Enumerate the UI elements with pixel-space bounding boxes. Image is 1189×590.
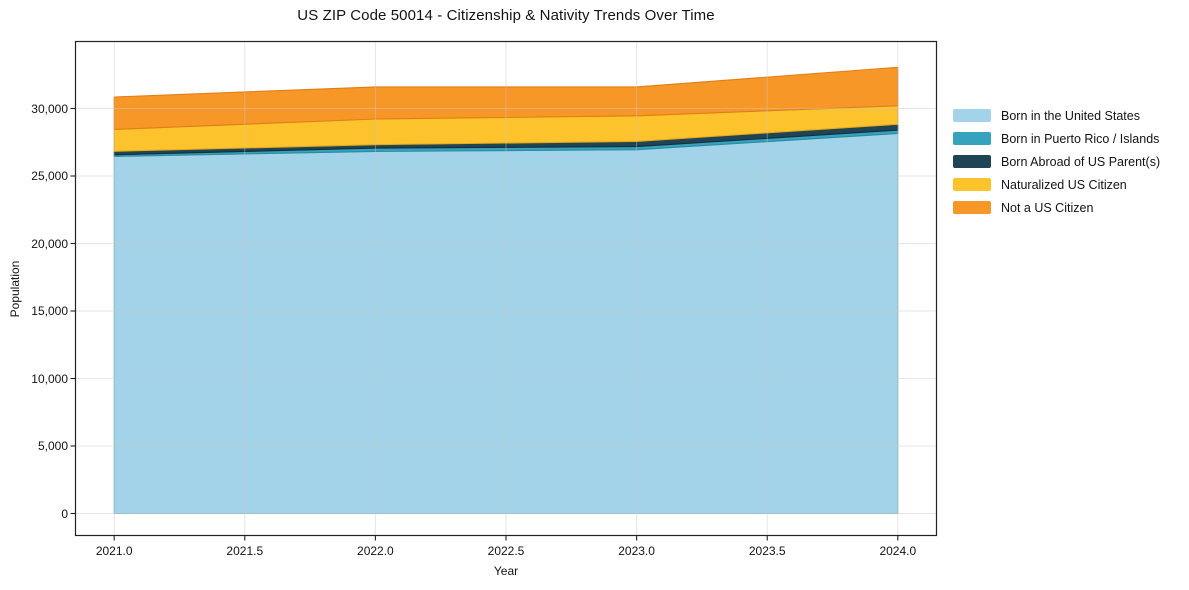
legend-label: Born in Puerto Rico / Islands [1001, 131, 1160, 146]
legend-label: Born in the United States [1001, 108, 1140, 123]
x-axis-label: Year [493, 564, 519, 578]
legend-item: Born in Puerto Rico / Islands [953, 127, 1160, 150]
legend-item: Born in the United States [953, 104, 1160, 127]
y-tick-label: 15,000 [31, 304, 68, 318]
axes-frame [74, 40, 938, 537]
y-tick-label: 10,000 [31, 371, 68, 386]
y-tick-label: 5,000 [37, 439, 68, 453]
legend-swatch [953, 155, 991, 168]
legend-item: Not a US Citizen [953, 196, 1160, 219]
x-tick-label: 2021.0 [95, 544, 133, 558]
area-series-4 [113, 66, 899, 130]
x-tick-label: 2022.0 [357, 544, 394, 558]
x-tick-label: 2023.0 [618, 544, 655, 558]
x-tick-label: 2023.5 [748, 544, 786, 558]
legend: Born in the United States Born in Puerto … [953, 104, 1160, 219]
legend-label: Not a US Citizen [1001, 200, 1094, 215]
x-tick-label: 2024.0 [879, 544, 917, 558]
legend-label: Born Abroad of US Parent(s) [1001, 154, 1161, 169]
legend-swatch [953, 201, 991, 214]
legend-swatch [953, 109, 991, 122]
legend-swatch [953, 132, 991, 145]
x-tick-label: 2021.5 [226, 544, 264, 558]
legend-label: Naturalized US Citizen [1001, 177, 1127, 192]
y-tick-label: 20,000 [31, 236, 68, 251]
stacked-area-svg [70, 40, 938, 541]
chart-title: US ZIP Code 50014 - Citizenship & Nativi… [297, 7, 715, 24]
y-tick-label: 30,000 [31, 101, 68, 116]
legend-item: Born Abroad of US Parent(s) [953, 150, 1160, 173]
y-tick-label: 25,000 [31, 169, 68, 183]
y-tick-label: 0 [61, 506, 68, 521]
legend-item: Naturalized US Citizen [953, 173, 1160, 196]
legend-swatch [953, 178, 991, 191]
plot-area [70, 40, 938, 541]
x-tick-label: 2022.5 [487, 544, 525, 558]
